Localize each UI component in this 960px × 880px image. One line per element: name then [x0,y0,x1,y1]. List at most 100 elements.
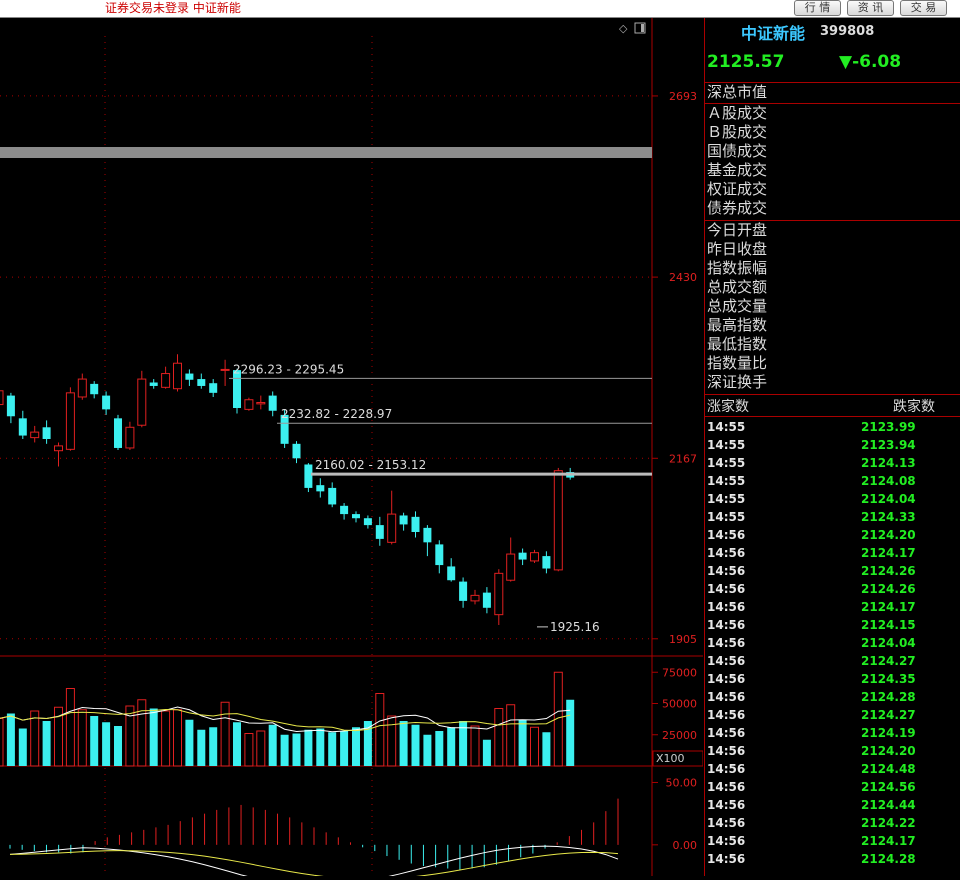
candle[interactable] [423,525,432,557]
top-bar: 证券交易未登录 中证新能 行 情 资 讯 交 易 [0,0,960,18]
candle[interactable] [209,379,218,397]
candle[interactable] [54,442,63,467]
candle[interactable] [352,511,360,523]
tick-price: 2124.35 [861,672,916,686]
candle[interactable] [149,379,158,389]
candle[interactable] [220,359,230,386]
tick-time: 14:56 [707,726,746,740]
tick-row: 14:56 2124.20 [705,744,960,762]
low-annotation: 1925.16 [550,620,600,634]
candle[interactable] [387,490,397,545]
tick-row: 14:56 2124.15 [705,618,960,636]
tick-row: 14:56 2124.19 [705,726,960,744]
candle[interactable] [280,409,289,448]
window-toggle-icon[interactable] [634,22,646,34]
candle[interactable] [256,395,266,410]
candle[interactable] [494,569,504,625]
tick-time: 14:55 [707,474,746,488]
kline-chart-area[interactable]: ◇ 2296.23 - 2295.45 2232.82 - 2228.97 2160… [0,18,704,880]
tick-row: 14:56 2124.44 [705,798,960,816]
candle[interactable] [506,537,516,582]
tick-price: 2124.56 [861,780,916,794]
candle[interactable] [102,391,111,415]
kline-chart[interactable]: ◇ 2296.23 - 2295.45 2232.82 - 2228.97 2160… [0,18,704,880]
index-code: 399808 [820,24,875,39]
stat-label: 最低指数 [707,335,768,353]
candle[interactable] [399,512,408,531]
volume-bar [363,721,372,766]
candle[interactable] [90,381,99,399]
candle[interactable] [411,511,420,538]
tick-price: 2124.19 [861,726,916,740]
tick-price: 2124.08 [861,474,916,488]
candle[interactable] [197,373,206,389]
candle[interactable] [42,420,51,444]
news-button[interactable]: 资 讯 [847,0,894,16]
volume-bar [65,688,75,767]
candle[interactable] [161,366,171,389]
tick-price: 2124.17 [861,834,916,848]
tick-price: 2124.48 [861,762,916,776]
tick-time: 14:56 [707,564,746,578]
candle[interactable] [30,425,40,443]
trade-label: Ａ股成交 [707,104,768,122]
candle[interactable] [363,515,372,529]
candle[interactable] [518,548,527,566]
volume-bar [506,704,516,767]
candle[interactable] [6,392,15,424]
candle[interactable] [482,587,491,614]
candle[interactable] [0,387,4,416]
candle[interactable] [292,441,301,464]
tick-time: 14:56 [707,618,746,632]
candle[interactable] [530,549,539,563]
tick-row: 14:56 2124.17 [705,546,960,564]
tick-price: 2124.26 [861,582,916,596]
diamond-icon[interactable]: ◇ [619,22,628,35]
candle[interactable] [459,577,468,608]
quote-panel: 中证新能 399808 2125.57 ▼-6.08 深总市值 Ａ股成交 Ｂ股成交… [704,18,960,876]
tick-price: 2124.17 [861,546,916,560]
candle[interactable] [268,391,277,417]
candle[interactable] [553,467,563,572]
candle[interactable] [340,503,349,520]
volume-bar [173,709,182,767]
trade-label: 国债成交 [707,142,768,160]
candle[interactable] [137,370,147,428]
advancers-header: 涨家数 [707,399,749,415]
tick-row: 14:55 2124.08 [705,474,960,492]
candle[interactable] [375,516,384,546]
candle[interactable] [447,558,456,582]
tick-time: 14:56 [707,816,746,830]
stat-label: 指数振幅 [707,259,768,277]
volume-bar [411,724,420,766]
quotes-button[interactable]: 行 情 [794,0,841,16]
scroll-bar[interactable] [0,147,652,158]
candle[interactable] [233,368,241,414]
volume-bar [114,726,122,766]
candle[interactable] [77,373,87,400]
tick-time: 14:56 [707,690,746,704]
stat-label: 最高指数 [707,316,768,334]
candle[interactable] [470,589,480,605]
trade-button[interactable]: 交 易 [900,0,947,16]
candle[interactable] [542,551,551,574]
candle[interactable] [185,369,194,386]
candle[interactable] [173,354,182,392]
price-annotation: 2296.23 - 2295.45 [233,362,344,376]
candle[interactable] [328,482,337,508]
volume-bar [209,727,218,766]
candle[interactable] [316,478,325,498]
volume-bar [18,728,27,766]
volume-bar [435,731,444,766]
candle[interactable] [304,463,313,493]
candle[interactable] [435,540,444,574]
candle[interactable] [114,414,122,451]
tick-row: 14:56 2124.56 [705,780,960,798]
candle[interactable] [125,421,135,451]
candle[interactable] [244,397,254,411]
stat-label: 总成交量 [707,297,768,315]
candle[interactable] [65,387,75,451]
tick-row: 14:55 2123.94 [705,438,960,456]
candle[interactable] [18,410,27,439]
tick-time: 14:56 [707,762,746,776]
